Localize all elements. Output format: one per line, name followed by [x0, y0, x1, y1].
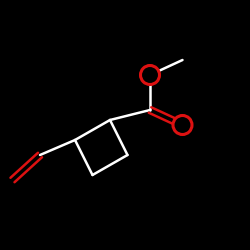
Circle shape — [140, 66, 160, 84]
Circle shape — [173, 116, 192, 134]
